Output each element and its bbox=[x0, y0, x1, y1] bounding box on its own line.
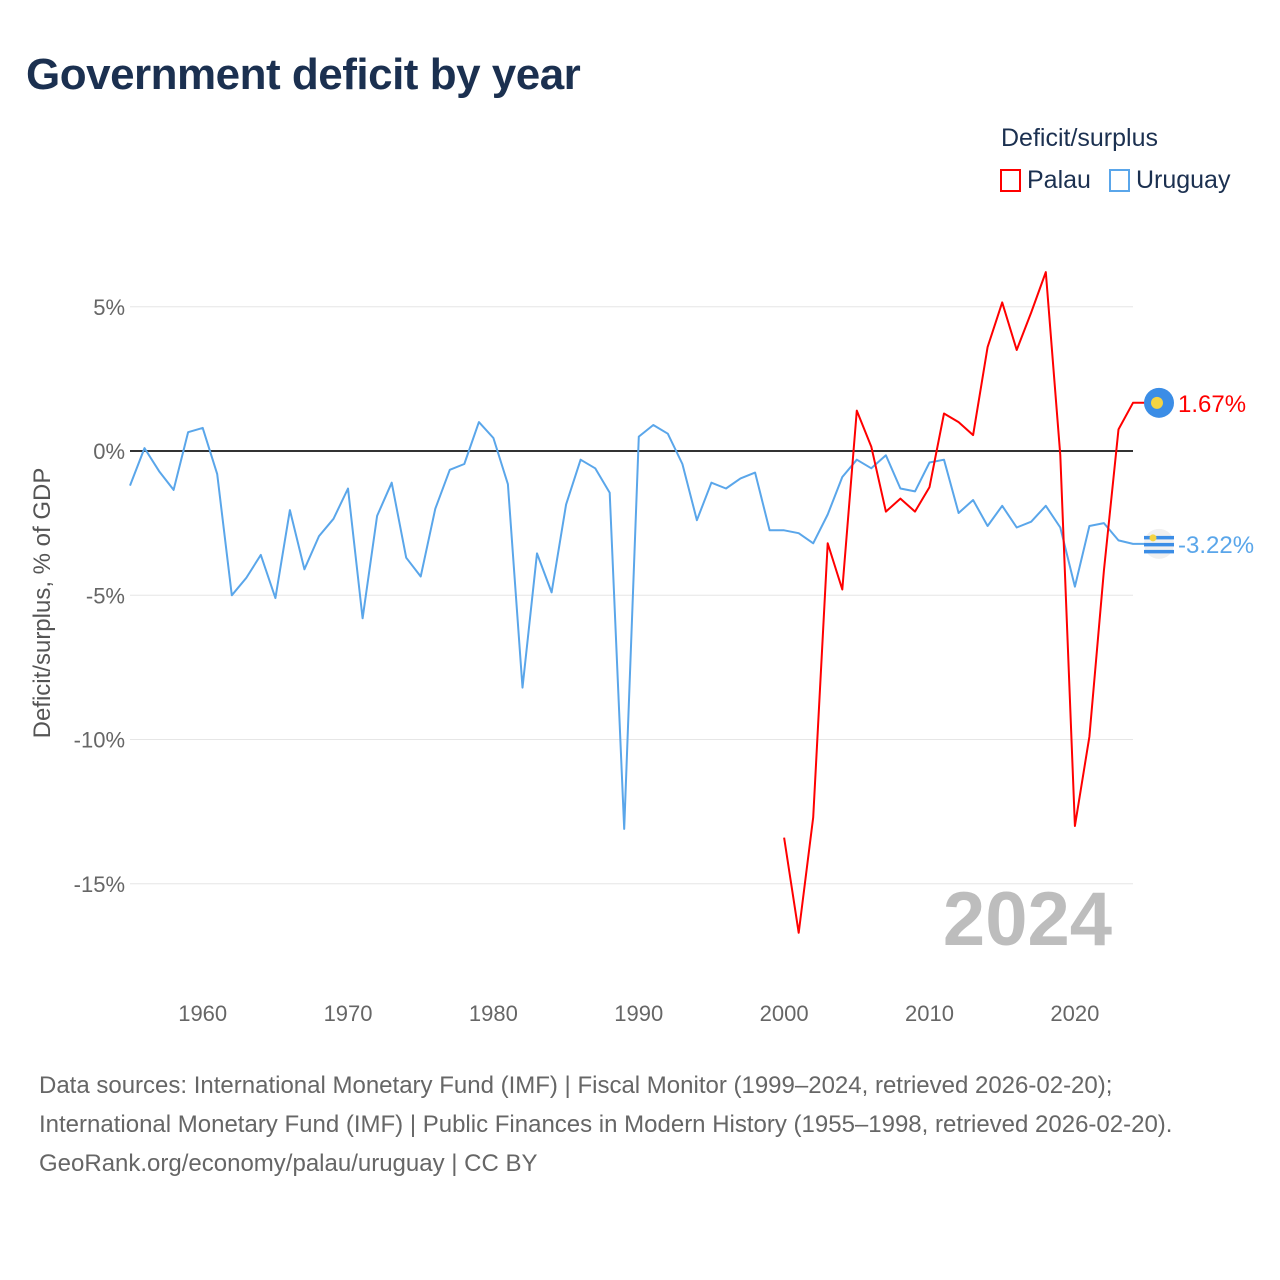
legend-swatch-palau bbox=[1000, 169, 1021, 192]
legend-item-palau[interactable]: Palau bbox=[1000, 166, 1091, 195]
legend-swatch-uruguay bbox=[1108, 169, 1130, 192]
legend-label-palau: Palau bbox=[1027, 166, 1091, 194]
data-sources: Data sources: International Monetary Fun… bbox=[39, 1072, 1173, 1138]
x-tick-label: 1970 bbox=[324, 1001, 373, 1026]
x-tick-label: 2020 bbox=[1050, 1001, 1099, 1026]
legend: Palau Uruguay bbox=[1000, 166, 1230, 195]
y-tick-label: 5% bbox=[93, 295, 125, 320]
end-value-label-palau: 1.67% bbox=[1178, 391, 1246, 418]
y-tick-label: -10% bbox=[74, 728, 125, 753]
y-tick-label: -5% bbox=[86, 583, 125, 608]
y-tick-label: 0% bbox=[93, 439, 125, 464]
chart-title: Government deficit by year bbox=[26, 50, 581, 99]
uruguay-flag-stripe bbox=[1144, 535, 1174, 540]
uruguay-flag-stripe bbox=[1144, 542, 1174, 547]
uruguay-flag-sun bbox=[1149, 534, 1157, 542]
x-tick-label: 2010 bbox=[905, 1001, 954, 1026]
x-tick-label: 2000 bbox=[760, 1001, 809, 1026]
palau-flag-sun bbox=[1151, 396, 1163, 409]
end-value-label-uruguay: -3.22% bbox=[1178, 532, 1254, 559]
x-tick-label: 1960 bbox=[178, 1001, 227, 1026]
series-line-palau bbox=[783, 271, 1147, 934]
legend-title: Deficit/surplus bbox=[1001, 124, 1158, 152]
y-tick-label: -15% bbox=[74, 872, 125, 897]
legend-item-uruguay[interactable]: Uruguay bbox=[1108, 166, 1231, 195]
uruguay-flag-stripe bbox=[1144, 549, 1174, 554]
legend-label-uruguay: Uruguay bbox=[1135, 166, 1231, 194]
x-tick-label: 1980 bbox=[469, 1001, 518, 1026]
x-tick-label: 1990 bbox=[614, 1001, 663, 1026]
footer: Data sources: International Monetary Fun… bbox=[39, 1066, 1239, 1183]
credit-link[interactable]: GeoRank.org/economy/palau/uruguay | CC B… bbox=[39, 1150, 538, 1177]
year-watermark: 2024 bbox=[943, 877, 1112, 962]
y-axis-label: Deficit/surplus, % of GDP bbox=[29, 468, 56, 739]
series-line-uruguay bbox=[129, 421, 1147, 830]
